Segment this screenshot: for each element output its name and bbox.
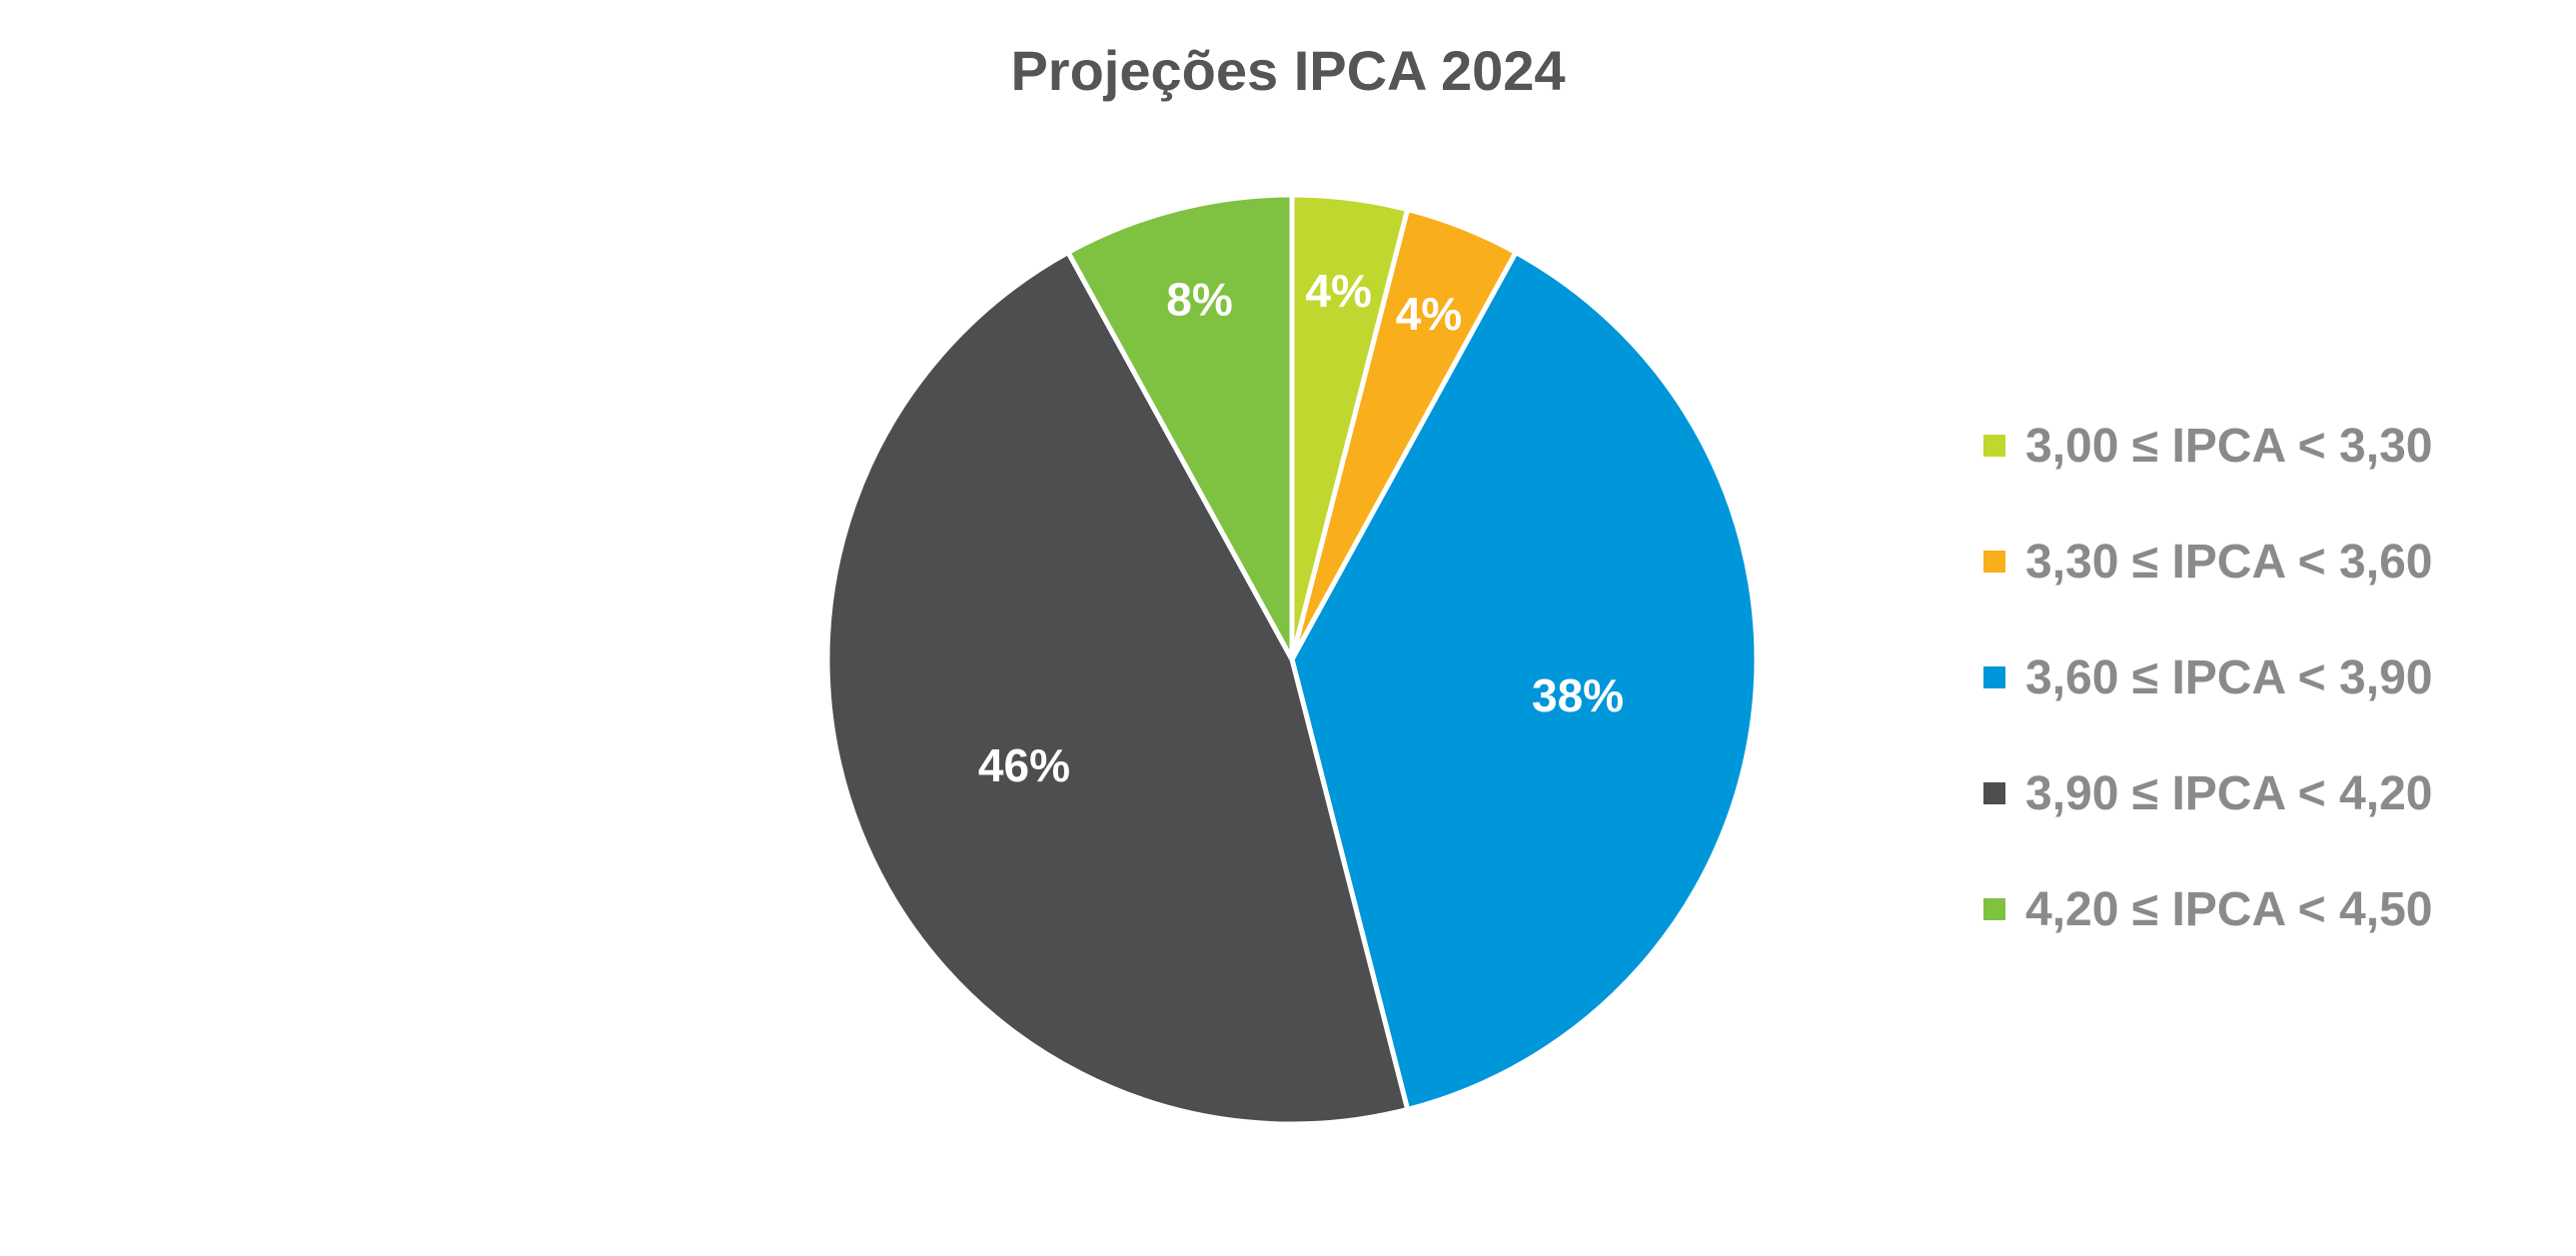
chart-title: Projeções IPCA 2024 bbox=[1010, 39, 1566, 102]
slice-data-label: 38% bbox=[1532, 669, 1624, 721]
legend-label: 3,60 ≤ IPCA < 3,90 bbox=[2025, 650, 2433, 704]
legend-label: 3,00 ≤ IPCA < 3,30 bbox=[2025, 419, 2433, 473]
legend-item: 4,20 ≤ IPCA < 4,50 bbox=[1983, 851, 2432, 967]
slice-data-label: 4% bbox=[1305, 265, 1371, 317]
pie-slice bbox=[824, 250, 1411, 1127]
legend-item: 3,90 ≤ IPCA < 4,20 bbox=[1983, 735, 2432, 851]
legend-swatch bbox=[1983, 666, 2005, 688]
slice-data-label: 8% bbox=[1166, 274, 1232, 326]
legend-item: 3,30 ≤ IPCA < 3,60 bbox=[1983, 504, 2432, 620]
legend-item: 3,60 ≤ IPCA < 3,90 bbox=[1983, 620, 2432, 735]
pie-slice bbox=[1289, 250, 1760, 1112]
legend-label: 3,90 ≤ IPCA < 4,20 bbox=[2025, 766, 2433, 820]
legend: 3,00 ≤ IPCA < 3,30 3,30 ≤ IPCA < 3,60 3,… bbox=[1983, 388, 2432, 967]
legend-swatch bbox=[1983, 782, 2005, 804]
slice-data-label: 4% bbox=[1396, 288, 1462, 340]
legend-swatch bbox=[1983, 551, 2005, 573]
legend-swatch bbox=[1983, 435, 2005, 457]
legend-label: 4,20 ≤ IPCA < 4,50 bbox=[2025, 882, 2433, 936]
slice-data-label: 46% bbox=[978, 739, 1070, 791]
legend-label: 3,30 ≤ IPCA < 3,60 bbox=[2025, 535, 2433, 589]
legend-swatch bbox=[1983, 898, 2005, 920]
legend-item: 3,00 ≤ IPCA < 3,30 bbox=[1983, 388, 2432, 504]
pie-slice bbox=[1065, 192, 1295, 662]
